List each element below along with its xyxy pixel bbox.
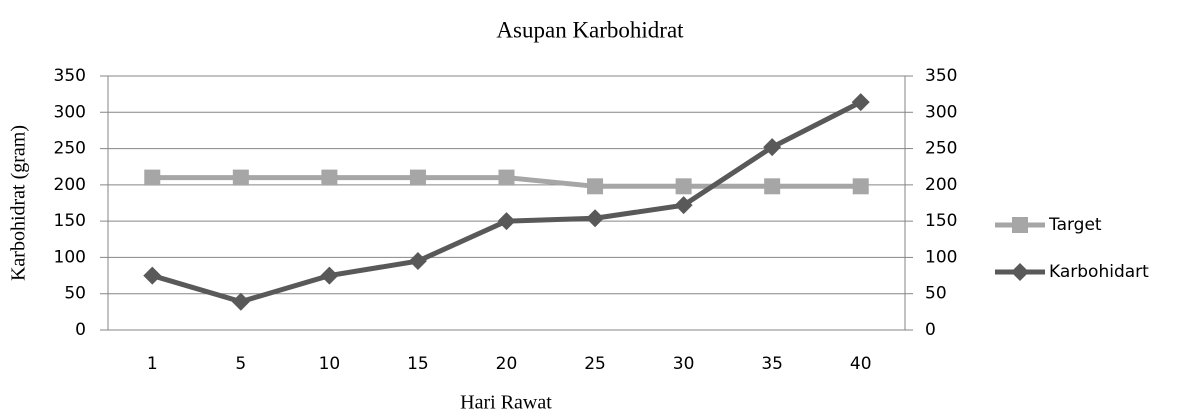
x-tick-label: 20 — [496, 354, 518, 374]
marker — [144, 169, 161, 186]
marker — [675, 178, 692, 195]
y-tick-label: 200 — [54, 175, 86, 195]
y-tick-label: 250 — [54, 139, 86, 159]
marker — [586, 209, 605, 228]
marker — [143, 266, 162, 285]
marker — [763, 138, 782, 157]
y2-tick-label: 100 — [925, 247, 957, 267]
y-axis-label: Karbohidrat (gram) — [8, 125, 30, 281]
legend-label: Target — [1048, 215, 1102, 235]
marker — [408, 252, 427, 271]
y-tick-label: 150 — [54, 211, 86, 231]
marker — [232, 169, 249, 186]
y2-tick-label: 50 — [925, 284, 947, 304]
y-tick-label: 100 — [54, 247, 86, 267]
x-tick-label: 10 — [319, 354, 341, 374]
marker — [851, 93, 870, 112]
x-axis-label: Hari Rawat — [460, 392, 552, 414]
y2-tick-label: 200 — [925, 175, 957, 195]
y2-tick-label: 300 — [925, 102, 957, 122]
marker — [852, 178, 869, 195]
y2-tick-label: 0 — [925, 320, 936, 340]
marker — [497, 212, 516, 231]
marker — [321, 169, 338, 186]
x-tick-label: 15 — [407, 354, 429, 374]
y-tick-label: 0 — [75, 320, 86, 340]
line — [151, 99, 862, 305]
marker — [587, 178, 604, 195]
y-tick-label: 350 — [54, 66, 86, 86]
marker — [231, 292, 250, 311]
x-tick-label: 25 — [584, 354, 606, 374]
y-tick-label: 50 — [64, 284, 86, 304]
y2-tick-label: 150 — [925, 211, 957, 231]
chart-title: Asupan Karbohidrat — [496, 17, 684, 42]
marker — [674, 196, 693, 215]
marker — [498, 169, 515, 186]
x-tick-label: 30 — [673, 354, 695, 374]
legend-label: Karbohidart — [1049, 262, 1149, 282]
y2-tick-label: 250 — [925, 139, 957, 159]
y2-tick-label: 350 — [925, 66, 957, 86]
marker — [320, 266, 339, 285]
marker — [1011, 263, 1029, 281]
x-tick-label: 35 — [761, 354, 783, 374]
x-tick-label: 40 — [850, 354, 872, 374]
marker — [1012, 217, 1028, 233]
x-tick-label: 1 — [147, 354, 158, 374]
marker — [764, 178, 781, 195]
x-tick-label: 5 — [235, 354, 246, 374]
y-tick-label: 300 — [54, 102, 86, 122]
marker — [409, 169, 426, 186]
